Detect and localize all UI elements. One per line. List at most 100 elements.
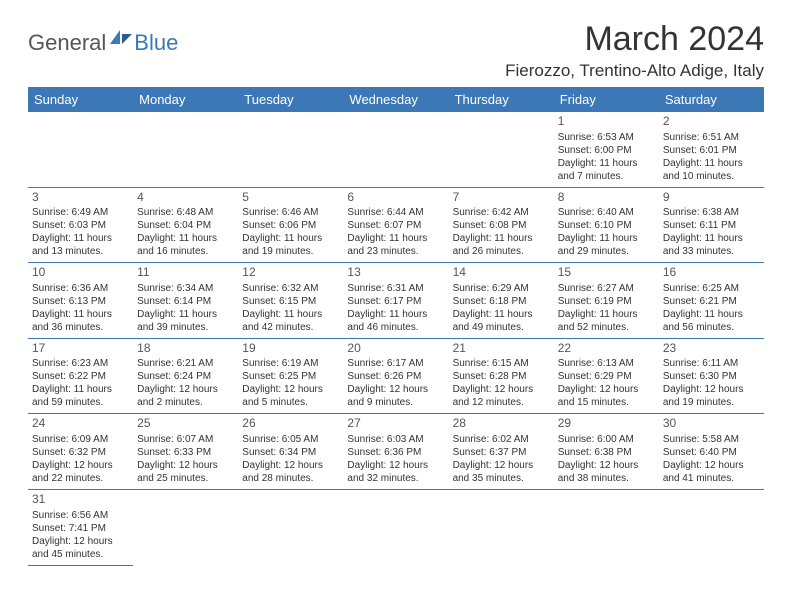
daylight-text: Daylight: 11 hours: [347, 308, 444, 321]
day-number: 3: [32, 190, 129, 206]
sunrise-text: Sunrise: 6:15 AM: [453, 357, 550, 370]
sunrise-text: Sunrise: 6:48 AM: [137, 206, 234, 219]
sunset-text: Sunset: 6:03 PM: [32, 219, 129, 232]
daylight-text: Daylight: 11 hours: [558, 232, 655, 245]
calendar-cell: 8Sunrise: 6:40 AMSunset: 6:10 PMDaylight…: [554, 187, 659, 263]
day-number: 8: [558, 190, 655, 206]
sunrise-text: Sunrise: 6:05 AM: [242, 433, 339, 446]
calendar-table: SundayMondayTuesdayWednesdayThursdayFrid…: [28, 87, 764, 566]
day-number: 10: [32, 265, 129, 281]
sunrise-text: Sunrise: 6:03 AM: [347, 433, 444, 446]
calendar-cell: 6Sunrise: 6:44 AMSunset: 6:07 PMDaylight…: [343, 187, 448, 263]
calendar-cell: [238, 112, 343, 187]
calendar-cell: [133, 489, 238, 565]
calendar-cell: 18Sunrise: 6:21 AMSunset: 6:24 PMDayligh…: [133, 338, 238, 414]
daylight-text: and 56 minutes.: [663, 321, 760, 334]
sunset-text: Sunset: 6:34 PM: [242, 446, 339, 459]
sunset-text: Sunset: 6:26 PM: [347, 370, 444, 383]
daylight-text: and 35 minutes.: [453, 472, 550, 485]
day-header: Monday: [133, 87, 238, 112]
day-header: Tuesday: [238, 87, 343, 112]
sunrise-text: Sunrise: 6:56 AM: [32, 509, 129, 522]
day-number: 19: [242, 341, 339, 357]
sunset-text: Sunset: 6:28 PM: [453, 370, 550, 383]
calendar-cell: 11Sunrise: 6:34 AMSunset: 6:14 PMDayligh…: [133, 263, 238, 339]
calendar-cell: 5Sunrise: 6:46 AMSunset: 6:06 PMDaylight…: [238, 187, 343, 263]
calendar-cell: 15Sunrise: 6:27 AMSunset: 6:19 PMDayligh…: [554, 263, 659, 339]
daylight-text: and 9 minutes.: [347, 396, 444, 409]
sunrise-text: Sunrise: 6:46 AM: [242, 206, 339, 219]
day-header: Friday: [554, 87, 659, 112]
day-number: 11: [137, 265, 234, 281]
day-header: Saturday: [659, 87, 764, 112]
daylight-text: and 52 minutes.: [558, 321, 655, 334]
day-number: 13: [347, 265, 444, 281]
daylight-text: Daylight: 11 hours: [32, 232, 129, 245]
calendar-cell: 30Sunrise: 5:58 AMSunset: 6:40 PMDayligh…: [659, 414, 764, 490]
day-number: 4: [137, 190, 234, 206]
daylight-text: Daylight: 11 hours: [558, 308, 655, 321]
sunrise-text: Sunrise: 6:21 AM: [137, 357, 234, 370]
daylight-text: Daylight: 12 hours: [347, 383, 444, 396]
sunset-text: Sunset: 6:08 PM: [453, 219, 550, 232]
day-number: 18: [137, 341, 234, 357]
sunrise-text: Sunrise: 6:11 AM: [663, 357, 760, 370]
daylight-text: and 39 minutes.: [137, 321, 234, 334]
sunrise-text: Sunrise: 6:23 AM: [32, 357, 129, 370]
day-number: 31: [32, 492, 129, 508]
calendar-cell: [343, 489, 448, 565]
sunset-text: Sunset: 6:32 PM: [32, 446, 129, 459]
sunrise-text: Sunrise: 6:36 AM: [32, 282, 129, 295]
sail-icon: [108, 28, 134, 51]
daylight-text: and 13 minutes.: [32, 245, 129, 258]
day-number: 20: [347, 341, 444, 357]
calendar-cell: 14Sunrise: 6:29 AMSunset: 6:18 PMDayligh…: [449, 263, 554, 339]
calendar-cell: 10Sunrise: 6:36 AMSunset: 6:13 PMDayligh…: [28, 263, 133, 339]
logo-text-blue: Blue: [134, 30, 178, 56]
sunset-text: Sunset: 6:06 PM: [242, 219, 339, 232]
calendar-cell: 28Sunrise: 6:02 AMSunset: 6:37 PMDayligh…: [449, 414, 554, 490]
sunset-text: Sunset: 6:37 PM: [453, 446, 550, 459]
daylight-text: Daylight: 11 hours: [663, 232, 760, 245]
calendar-cell: 21Sunrise: 6:15 AMSunset: 6:28 PMDayligh…: [449, 338, 554, 414]
sunrise-text: Sunrise: 6:44 AM: [347, 206, 444, 219]
header: General Blue March 2024 Fierozzo, Trenti…: [28, 20, 764, 81]
sunset-text: Sunset: 6:22 PM: [32, 370, 129, 383]
daylight-text: and 2 minutes.: [137, 396, 234, 409]
day-number: 26: [242, 416, 339, 432]
sunset-text: Sunset: 6:01 PM: [663, 144, 760, 157]
daylight-text: and 42 minutes.: [242, 321, 339, 334]
calendar-cell: 25Sunrise: 6:07 AMSunset: 6:33 PMDayligh…: [133, 414, 238, 490]
daylight-text: Daylight: 11 hours: [558, 157, 655, 170]
sunset-text: Sunset: 6:04 PM: [137, 219, 234, 232]
calendar-cell: 19Sunrise: 6:19 AMSunset: 6:25 PMDayligh…: [238, 338, 343, 414]
calendar-week: 10Sunrise: 6:36 AMSunset: 6:13 PMDayligh…: [28, 263, 764, 339]
day-number: 24: [32, 416, 129, 432]
calendar-cell: [133, 112, 238, 187]
daylight-text: and 22 minutes.: [32, 472, 129, 485]
sunrise-text: Sunrise: 6:25 AM: [663, 282, 760, 295]
calendar-cell: 12Sunrise: 6:32 AMSunset: 6:15 PMDayligh…: [238, 263, 343, 339]
daylight-text: Daylight: 12 hours: [558, 459, 655, 472]
daylight-text: Daylight: 11 hours: [137, 232, 234, 245]
calendar-cell: 7Sunrise: 6:42 AMSunset: 6:08 PMDaylight…: [449, 187, 554, 263]
sunset-text: Sunset: 6:40 PM: [663, 446, 760, 459]
sunrise-text: Sunrise: 6:32 AM: [242, 282, 339, 295]
daylight-text: and 33 minutes.: [663, 245, 760, 258]
calendar-cell: 9Sunrise: 6:38 AMSunset: 6:11 PMDaylight…: [659, 187, 764, 263]
daylight-text: and 28 minutes.: [242, 472, 339, 485]
calendar-week: 31Sunrise: 6:56 AMSunset: 7:41 PMDayligh…: [28, 489, 764, 565]
sunset-text: Sunset: 6:00 PM: [558, 144, 655, 157]
sunrise-text: Sunrise: 6:38 AM: [663, 206, 760, 219]
daylight-text: and 16 minutes.: [137, 245, 234, 258]
daylight-text: Daylight: 12 hours: [32, 535, 129, 548]
daylight-text: Daylight: 11 hours: [242, 308, 339, 321]
sunset-text: Sunset: 6:15 PM: [242, 295, 339, 308]
calendar-cell: [659, 489, 764, 565]
calendar-cell: 1Sunrise: 6:53 AMSunset: 6:00 PMDaylight…: [554, 112, 659, 187]
sunrise-text: Sunrise: 6:34 AM: [137, 282, 234, 295]
daylight-text: and 19 minutes.: [242, 245, 339, 258]
day-number: 7: [453, 190, 550, 206]
daylight-text: and 15 minutes.: [558, 396, 655, 409]
sunrise-text: Sunrise: 5:58 AM: [663, 433, 760, 446]
